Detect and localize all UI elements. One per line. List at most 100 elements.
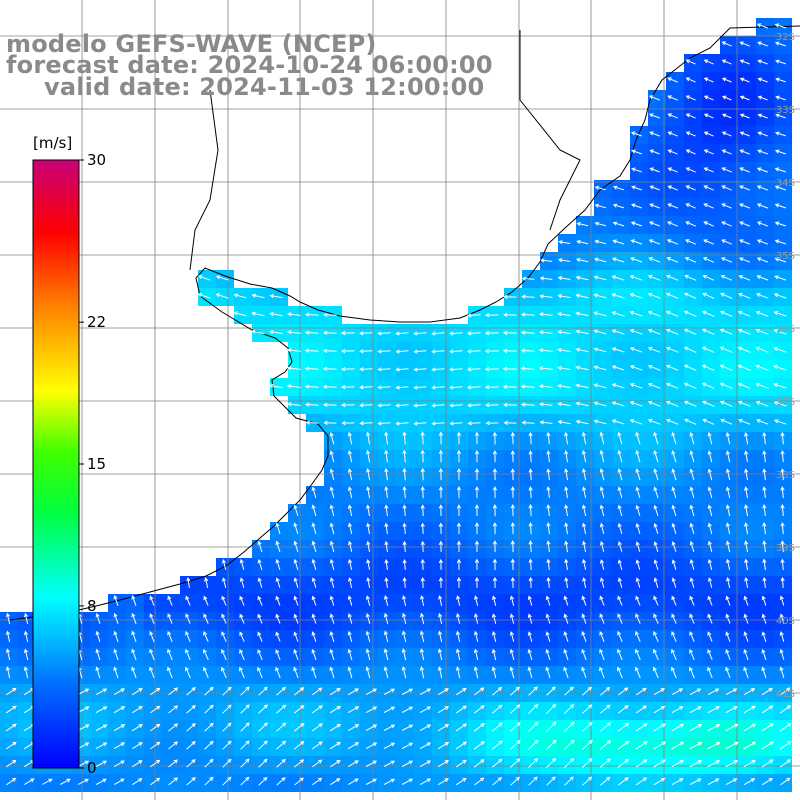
wind-arrow (484, 384, 499, 390)
wind-arrow (653, 613, 659, 624)
wind-arrow (743, 613, 749, 624)
wind-arrow (329, 504, 335, 517)
wind-arrow (347, 431, 353, 445)
wind-arrow (721, 77, 732, 83)
wind-arrow (366, 558, 371, 570)
wind-arrow (286, 366, 301, 371)
wind-arrow (744, 450, 749, 463)
wind-arrow (617, 758, 630, 768)
wind-arrow (185, 648, 191, 661)
wind-arrow (240, 758, 250, 768)
wind-arrow (564, 576, 569, 588)
wind-arrow (304, 348, 319, 353)
wind-arrow (581, 613, 587, 624)
wind-arrow (703, 77, 714, 83)
wind-arrow (167, 630, 173, 643)
wind-arrow (685, 203, 696, 209)
wind-arrow (703, 221, 714, 227)
wind-arrow (438, 522, 444, 535)
wind-arrow (383, 706, 396, 713)
wind-arrow (546, 522, 551, 535)
wind-arrow (77, 742, 90, 750)
wind-arrow (257, 540, 263, 553)
wind-arrow (437, 724, 450, 732)
wind-arrow (257, 613, 263, 624)
wind-arrow (59, 778, 71, 785)
wind-arrow (581, 739, 593, 750)
wind-arrow (780, 522, 785, 535)
wind-arrow (5, 648, 11, 661)
wind-arrow (311, 577, 317, 588)
wind-arrow (762, 540, 767, 553)
wind-arrow (647, 418, 661, 425)
wind-arrow (671, 648, 677, 661)
wind-arrow (293, 631, 299, 642)
wind-arrow (689, 595, 695, 606)
wind-arrow (721, 95, 732, 101)
wind-arrow (635, 468, 641, 481)
wind-arrow (756, 239, 768, 245)
wind-arrow (707, 595, 713, 606)
wind-arrow (761, 759, 774, 768)
wind-arrow (538, 366, 553, 371)
wind-arrow (5, 666, 11, 679)
wind-arrow (629, 365, 643, 371)
wind-arrow (383, 742, 396, 749)
wind-arrow (222, 722, 232, 732)
wind-arrow (413, 331, 427, 336)
wind-arrow (413, 421, 427, 426)
wind-arrow (581, 449, 587, 463)
wind-arrow (720, 418, 733, 425)
wind-arrow (437, 706, 450, 714)
wind-arrow (780, 540, 785, 553)
wind-arrow (366, 577, 371, 588)
wind-arrow (671, 522, 677, 535)
wind-arrow (689, 741, 703, 750)
wind-arrow (402, 522, 407, 535)
wind-arrow (612, 221, 625, 227)
wind-arrow (113, 778, 125, 786)
wind-arrow (629, 292, 643, 299)
wind-arrow (611, 329, 625, 335)
wind-arrow (617, 559, 623, 570)
wind-arrow (322, 348, 337, 353)
forecast-date: forecast date: 2024-10-24 06:00:00 (6, 51, 493, 79)
wind-arrow (629, 347, 643, 353)
wind-arrow (617, 431, 623, 445)
wind-arrow (484, 312, 499, 318)
wind-arrow (502, 312, 517, 318)
wind-arrow (95, 760, 108, 767)
wind-arrow (5, 723, 17, 732)
wind-arrow (684, 257, 697, 263)
wind-arrow (168, 759, 178, 768)
wind-arrow (707, 468, 713, 481)
wind-arrow (474, 576, 480, 588)
wind-arrow (510, 686, 520, 696)
wind-arrow (761, 741, 774, 750)
wind-arrow (251, 311, 265, 317)
wind-arrow (563, 666, 569, 679)
wind-arrow (473, 705, 485, 714)
wind-arrow (721, 203, 732, 209)
wind-arrow (359, 403, 373, 408)
wind-arrow (556, 347, 571, 353)
wind-arrow (667, 95, 678, 101)
wind-arrow (599, 540, 605, 552)
wind-arrow (419, 666, 425, 679)
model-title: modelo GEFS-WAVE (NCEP) (6, 30, 377, 58)
wind-arrow (6, 741, 17, 750)
wind-arrow (322, 312, 337, 317)
latitude-label: 40S (776, 616, 795, 627)
wind-arrow (293, 722, 305, 732)
wind-arrow (384, 467, 389, 481)
wind-arrow (564, 486, 569, 499)
wind-arrow (330, 778, 341, 786)
wind-arrow (420, 449, 425, 463)
wind-arrow (455, 723, 468, 732)
wind-arrow (557, 420, 571, 425)
wind-arrow (366, 540, 371, 552)
wind-arrow (666, 239, 679, 245)
wind-arrow (671, 688, 684, 696)
wind-arrow (738, 418, 751, 425)
